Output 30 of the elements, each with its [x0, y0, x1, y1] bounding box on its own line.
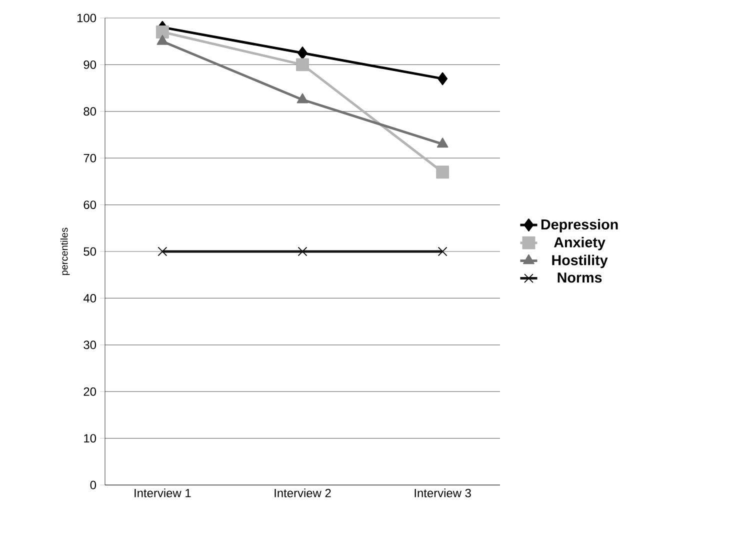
x-tick-label: Interview 3	[414, 488, 471, 498]
legend-label: Hostility	[552, 254, 608, 268]
y-tick-label: 80	[84, 107, 96, 116]
point	[156, 26, 169, 38]
point	[298, 46, 308, 60]
y-tick-label: 40	[83, 294, 96, 302]
legend-label: Depression	[541, 219, 618, 232]
point	[296, 58, 309, 72]
y-tick-label: 90	[84, 60, 96, 69]
point	[436, 138, 448, 148]
legend-label: Anxiety	[554, 236, 606, 250]
y-tick-label: 0	[90, 480, 96, 490]
point	[438, 246, 448, 256]
y-tick-label: 100	[77, 14, 96, 22]
y-tick-label: 10	[84, 434, 96, 443]
point	[296, 93, 308, 104]
y-tick-label: 20	[84, 387, 96, 396]
y-axis-title: percentiles	[60, 228, 70, 275]
point	[156, 34, 168, 45]
y-tick-label: 50	[84, 247, 96, 256]
y-tick-label: 60	[84, 200, 96, 210]
legend-label: Norms	[558, 272, 602, 283]
y-tick-label: 30	[84, 340, 96, 350]
point	[158, 246, 168, 256]
x-tick-label: Interview 2	[274, 488, 331, 498]
point	[298, 246, 308, 256]
point	[438, 72, 448, 86]
x-tick-label: Interview 1	[134, 488, 191, 498]
point	[436, 166, 450, 179]
y-tick-label: 70	[84, 154, 96, 162]
